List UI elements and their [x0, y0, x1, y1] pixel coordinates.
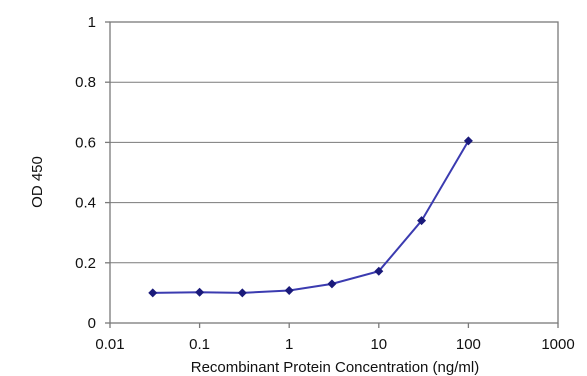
y-tick-label: 0.4	[75, 195, 96, 212]
y-tick-label: 0.6	[75, 134, 96, 151]
gridlines	[110, 81, 558, 264]
x-axis-ticks: 0.01 0.1 1 10 100 1000	[95, 323, 575, 353]
data-point-marker	[417, 216, 427, 226]
x-tick-label: 0.1	[189, 336, 210, 353]
x-tick-label: 1000	[541, 336, 574, 353]
x-tick-label: 100	[456, 336, 481, 353]
series-line	[152, 140, 470, 294]
data-point-marker	[374, 266, 384, 276]
x-tick-label: 1	[285, 336, 293, 353]
y-tick-label: 1	[88, 14, 96, 31]
x-tick-label: 10	[370, 336, 387, 353]
data-point-marker	[195, 287, 205, 297]
data-point-marker	[327, 279, 337, 289]
plot-frame	[109, 21, 559, 324]
y-tick-label: 0	[88, 315, 96, 332]
data-point-marker	[284, 285, 294, 295]
y-axis-label: OD 450	[29, 156, 46, 208]
y-axis-ticks: 0 0.2 0.4 0.6 0.8 1	[75, 14, 110, 332]
y-tick-label: 0.2	[75, 255, 96, 272]
data-point-marker	[237, 288, 247, 298]
y-tick-label: 0.8	[75, 74, 96, 91]
x-axis-label: Recombinant Protein Concentration (ng/ml…	[191, 359, 479, 376]
data-point-marker	[463, 136, 473, 146]
x-tick-label: 0.01	[95, 336, 124, 353]
data-points	[148, 136, 473, 298]
data-point-marker	[148, 288, 158, 298]
